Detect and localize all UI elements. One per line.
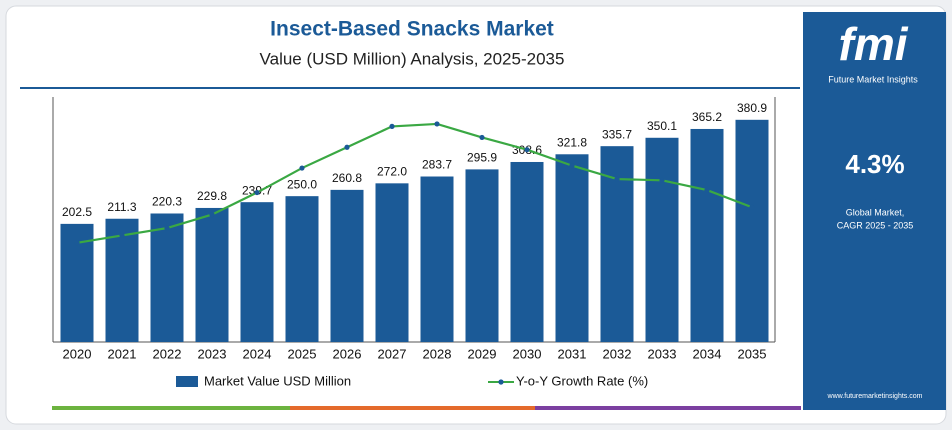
bar [555, 154, 589, 342]
bar [330, 189, 364, 342]
line-marker [434, 121, 440, 127]
value-label: 202.5 [62, 205, 92, 219]
bar [240, 202, 274, 342]
line-marker [119, 232, 125, 239]
legend-swatch [176, 376, 198, 387]
legend-label: Market Value USD Million [204, 373, 351, 388]
value-label: 365.2 [692, 110, 722, 124]
line-marker [704, 187, 710, 193]
value-label: 335.7 [602, 127, 632, 141]
website: www.futuremarketinsights.com [827, 393, 923, 400]
value-label: 250.0 [287, 177, 317, 191]
value-label: 295.9 [467, 151, 497, 165]
x-tick-label: 2033 [648, 346, 677, 361]
bar [735, 119, 769, 342]
x-tick-label: 2030 [513, 346, 542, 361]
line-marker [164, 225, 170, 231]
value-label: 321.8 [557, 135, 587, 149]
chart-subtitle: Value (USD Million) Analysis, 2025-2035 [260, 49, 565, 68]
value-label: 220.3 [152, 195, 182, 209]
bar [105, 218, 139, 342]
line-marker [659, 177, 665, 183]
stripe [52, 406, 290, 410]
line-marker [749, 204, 755, 210]
bar [195, 207, 229, 342]
x-tick-label: 2035 [738, 346, 767, 361]
x-tick-label: 2034 [693, 346, 722, 361]
bar [285, 196, 319, 342]
cagr-caption: CAGR 2025 - 2035 [837, 220, 914, 230]
value-label: 283.7 [422, 158, 452, 172]
line-marker [254, 189, 260, 196]
bar [465, 169, 499, 342]
logo: fmi [839, 18, 909, 70]
value-label: 260.8 [332, 171, 362, 185]
value-label: 211.3 [107, 200, 136, 214]
value-label: 380.9 [737, 101, 767, 115]
value-label: 272.0 [377, 165, 407, 179]
line-marker [524, 147, 530, 153]
line-marker [299, 165, 305, 171]
chart-title: Insect-Based Snacks Market [270, 18, 554, 41]
x-tick-label: 2025 [288, 346, 317, 361]
x-tick-label: 2022 [153, 346, 182, 361]
legend-swatch [498, 379, 504, 385]
x-tick-label: 2021 [108, 346, 137, 361]
legend-label: Y-o-Y Growth Rate (%) [516, 373, 648, 388]
bar [690, 128, 724, 342]
bar [420, 176, 454, 342]
sidebar [803, 12, 946, 410]
stripe [290, 406, 535, 410]
line-marker [479, 134, 485, 141]
x-tick-label: 2020 [63, 346, 92, 361]
cagr-caption: Global Market, [846, 207, 905, 217]
line-marker [74, 240, 80, 246]
bar [645, 137, 679, 342]
stripe [535, 406, 801, 410]
bar [375, 183, 409, 342]
bar [510, 161, 544, 342]
line-marker [209, 212, 215, 218]
x-tick-label: 2032 [603, 346, 632, 361]
x-tick-label: 2031 [558, 346, 587, 361]
x-tick-label: 2023 [198, 346, 227, 361]
line [76, 122, 753, 244]
x-tick-label: 2026 [333, 346, 362, 361]
x-tick-label: 2028 [423, 346, 452, 361]
tagline: Future Market Insights [828, 74, 918, 84]
cagr: 4.3% [845, 149, 904, 179]
value-label: 229.8 [197, 189, 227, 203]
line-marker [614, 176, 620, 182]
line-marker [569, 163, 575, 169]
x-tick-label: 2027 [378, 346, 407, 361]
line-marker [389, 123, 395, 129]
x-tick-label: 2024 [243, 346, 272, 361]
x-tick-label: 2029 [468, 346, 497, 361]
value-label: 350.1 [647, 119, 677, 133]
line-marker [344, 144, 350, 150]
bar [150, 213, 184, 342]
